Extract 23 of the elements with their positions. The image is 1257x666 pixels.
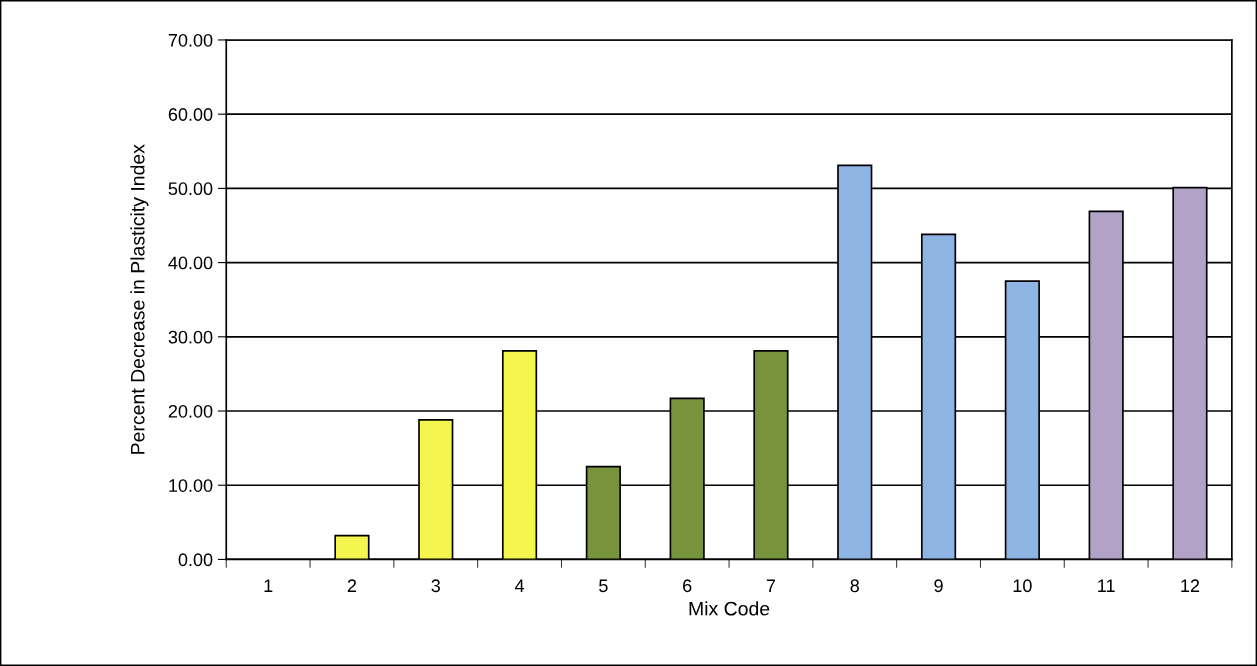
y-tick-label: 30.00	[168, 330, 213, 344]
y-tick-label: 50.00	[168, 182, 213, 196]
y-axis-title: Percent Decrease in Plasticity Index	[130, 144, 149, 454]
y-tick-label: 40.00	[168, 256, 213, 270]
x-tick-label: 10	[1013, 579, 1032, 593]
y-tick-label: 70.00	[168, 33, 213, 47]
x-tick-label: 12	[1181, 579, 1200, 592]
x-tick-label: 8	[850, 579, 859, 593]
x-tick-label: 9	[934, 579, 943, 593]
y-tick-label: 20.00	[168, 404, 213, 418]
x-tick-label: 11	[1098, 579, 1115, 592]
y-tick-label: 60.00	[168, 108, 213, 121]
x-tick-label: 5	[599, 579, 608, 593]
y-tick-label: 10.00	[169, 479, 213, 492]
x-tick-label: 6	[683, 579, 692, 593]
x-tick-label: 4	[514, 579, 525, 592]
x-axis-title: Mix Code	[689, 601, 770, 616]
x-tick-label: 1	[264, 579, 273, 592]
x-tick-label: 7	[766, 579, 776, 592]
bar	[334, 534, 370, 560]
x-tick-label: 3	[431, 579, 440, 593]
x-tick-label: 2	[347, 579, 357, 592]
y-tick-label: 0.00	[178, 553, 213, 567]
